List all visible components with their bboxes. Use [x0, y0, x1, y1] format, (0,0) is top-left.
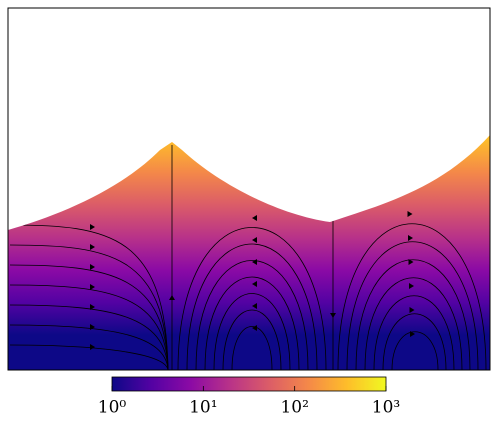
streamline — [213, 293, 291, 370]
streamline — [382, 313, 447, 370]
stream-arrow — [408, 259, 414, 265]
streamline — [186, 243, 318, 370]
colorbar-tick-label: 10⁰ — [98, 398, 127, 418]
stream-arrow — [330, 313, 336, 318]
stream-arrow — [252, 259, 257, 265]
axes-frame — [7, 7, 491, 371]
streamline — [9, 324, 169, 370]
streamline — [231, 326, 273, 370]
streamline — [204, 276, 300, 370]
streamline — [9, 284, 169, 370]
stream-arrow — [252, 325, 257, 331]
stream-arrow — [408, 235, 413, 241]
streamline — [9, 244, 169, 370]
streamline — [177, 227, 327, 370]
stream-arrow — [407, 187, 412, 193]
stream-arrow — [90, 324, 95, 330]
stream-arrow — [409, 307, 415, 313]
streamline — [346, 241, 479, 370]
streamline — [373, 295, 455, 370]
streamline — [222, 309, 282, 370]
colorbar-tick-label: 10³ — [372, 398, 400, 418]
stream-arrow — [90, 284, 95, 290]
streamline — [9, 304, 169, 370]
stream-arrow — [90, 224, 95, 230]
streamlines — [9, 145, 487, 370]
field — [8, 135, 490, 370]
streamline — [9, 344, 169, 370]
stream-arrow — [407, 211, 413, 217]
stream-arrow — [252, 215, 257, 221]
stream-arrow — [410, 331, 415, 337]
plot-area — [7, 7, 491, 371]
streamline — [9, 264, 169, 370]
stream-arrow — [90, 264, 95, 270]
stream-arrow — [252, 237, 257, 243]
colorbar — [111, 376, 387, 392]
stream-arrow — [169, 295, 175, 300]
streamline — [355, 259, 471, 370]
colorbar-tick-label: 10² — [280, 398, 308, 418]
streamline — [195, 260, 309, 370]
stream-arrow — [90, 244, 95, 250]
stream-arrow — [252, 303, 257, 309]
stream-arrow — [90, 304, 95, 310]
streamline — [364, 277, 463, 370]
stream-arrow — [409, 283, 414, 289]
colorbar-tick-label: 10¹ — [189, 398, 217, 418]
streamline — [9, 224, 169, 370]
streamline — [337, 223, 487, 370]
stream-arrow — [90, 344, 95, 350]
stream-arrow — [252, 281, 257, 287]
streamline — [391, 331, 439, 370]
